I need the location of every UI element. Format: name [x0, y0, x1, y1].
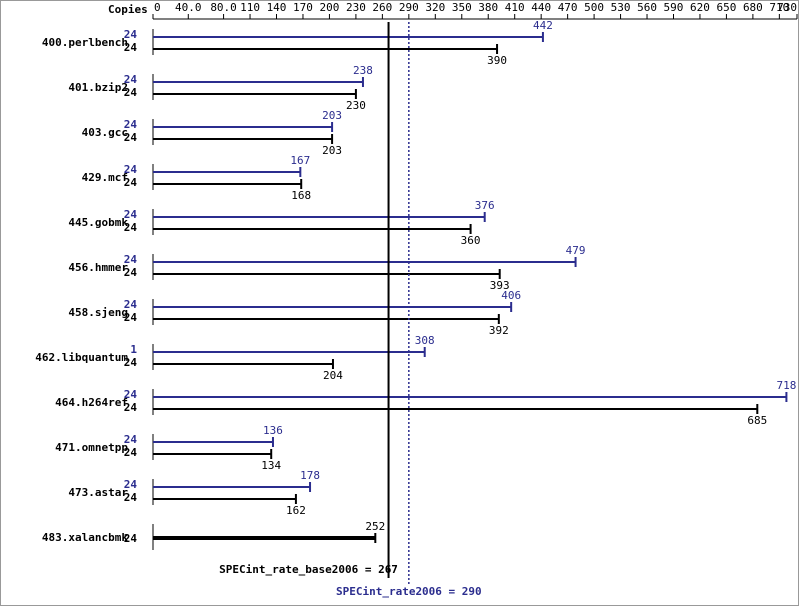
- x-tick-label: 110: [240, 1, 260, 14]
- x-tick-label: 470: [558, 1, 578, 14]
- value-label: 203: [322, 109, 342, 122]
- value-label: 392: [489, 324, 509, 337]
- x-tick-label: 410: [505, 1, 525, 14]
- copies: 24: [124, 388, 138, 401]
- reference-label: SPECint_rate_base2006 = 267: [219, 563, 398, 576]
- benchmark-name: 429.mcf: [82, 171, 128, 184]
- value-label: 308: [415, 334, 435, 347]
- value-label: 203: [322, 144, 342, 157]
- x-tick-label: 260: [372, 1, 392, 14]
- value-label: 406: [501, 289, 521, 302]
- value-label: 230: [346, 99, 366, 112]
- copies: 24: [124, 266, 138, 279]
- value-label: 168: [291, 189, 311, 202]
- copies: 24: [124, 311, 138, 324]
- value-label: 204: [323, 369, 343, 382]
- x-tick-label: 560: [637, 1, 657, 14]
- x-tick-label: 730: [777, 1, 797, 14]
- copies: 24: [124, 532, 138, 545]
- benchmark-name: 473.astar: [68, 486, 128, 499]
- copies: 24: [124, 356, 138, 369]
- x-tick-label: 290: [399, 1, 419, 14]
- benchmark-name: 445.gobmk: [68, 216, 128, 229]
- benchmark-name: 483.xalancbmk: [42, 531, 128, 544]
- copies: 24: [124, 41, 138, 54]
- x-tick-label: 40.0: [175, 1, 202, 14]
- benchmark-name: 458.sjeng: [68, 306, 128, 319]
- x-tick-label: 350: [452, 1, 472, 14]
- copies: 24: [124, 491, 138, 504]
- copies: 24: [124, 176, 138, 189]
- x-tick-label: 710: [769, 1, 789, 14]
- copies: 24: [124, 433, 138, 446]
- value-label: 393: [490, 279, 510, 292]
- benchmark-name: 462.libquantum: [35, 351, 128, 364]
- copies: 24: [124, 118, 138, 131]
- copies: 24: [124, 298, 138, 311]
- x-tick-label: 0: [154, 1, 161, 14]
- x-tick-label: 320: [425, 1, 445, 14]
- value-label: 376: [475, 199, 495, 212]
- x-tick-label: 500: [584, 1, 604, 14]
- x-tick-label: 80.0: [210, 1, 237, 14]
- value-label: 178: [300, 469, 320, 482]
- x-tick-label: 380: [478, 1, 498, 14]
- value-label: 162: [286, 504, 306, 517]
- value-label: 167: [290, 154, 310, 167]
- value-label: 134: [261, 459, 281, 472]
- benchmark-name: 456.hmmer: [68, 261, 128, 274]
- x-tick-label: 440: [531, 1, 551, 14]
- copies: 24: [124, 401, 138, 414]
- value-label: 479: [566, 244, 586, 257]
- x-tick-label: 650: [716, 1, 736, 14]
- value-label: 390: [487, 54, 507, 67]
- value-label: 136: [263, 424, 283, 437]
- value-label: 685: [747, 414, 767, 427]
- x-tick-label: 620: [690, 1, 710, 14]
- copies: 24: [124, 73, 138, 86]
- value-label: 252: [365, 520, 385, 533]
- x-tick-label: 680: [743, 1, 763, 14]
- x-tick-label: 530: [611, 1, 631, 14]
- x-tick-label: 200: [320, 1, 340, 14]
- benchmark-name: 403.gcc: [82, 126, 128, 139]
- value-label: 360: [461, 234, 481, 247]
- benchmark-name: 464.h264ref: [55, 396, 128, 409]
- copies: 24: [124, 163, 138, 176]
- x-tick-label: 590: [664, 1, 684, 14]
- copies: 24: [124, 208, 138, 221]
- value-label: 718: [776, 379, 796, 392]
- copies: 1: [130, 343, 137, 356]
- copies: 24: [124, 446, 138, 459]
- x-tick-label: 140: [267, 1, 287, 14]
- value-label: 442: [533, 19, 553, 32]
- x-tick-label: 230: [346, 1, 366, 14]
- x-tick-label: 170: [293, 1, 313, 14]
- copies: 24: [124, 221, 138, 234]
- benchmark-name: 400.perlbench: [42, 36, 128, 49]
- copies-header: Copies: [108, 3, 148, 16]
- benchmark-name: 471.omnetpp: [55, 441, 128, 454]
- copies: 24: [124, 253, 138, 266]
- copies: 24: [124, 86, 138, 99]
- copies: 24: [124, 28, 138, 41]
- copies: 24: [124, 478, 138, 491]
- benchmark-name: 401.bzip2: [68, 81, 128, 94]
- reference-label: SPECint_rate2006 = 290: [336, 585, 482, 598]
- value-label: 238: [353, 64, 373, 77]
- copies: 24: [124, 131, 138, 144]
